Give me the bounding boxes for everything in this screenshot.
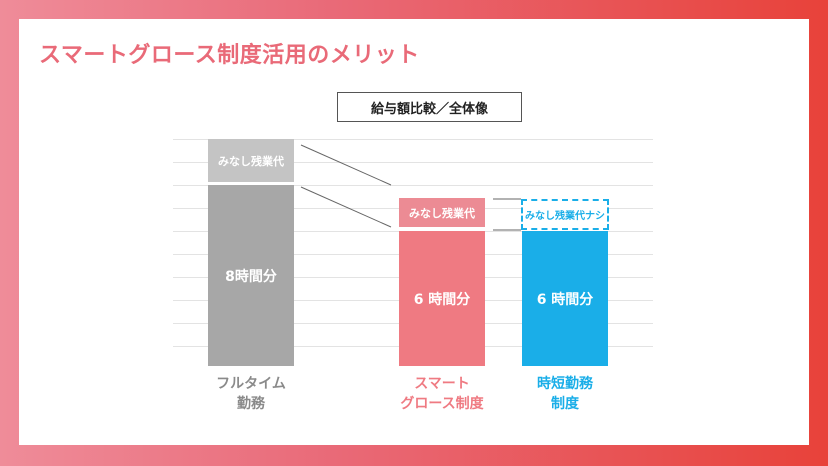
smartgrowth-main-segment: 6 時間分: [399, 231, 485, 366]
smartgrowth-overtime-segment: みなし残業代: [399, 198, 485, 227]
smartgrowth-overtime-label: みなし残業代: [409, 206, 475, 220]
shorttime-no-overtime-label: みなし残業代ナシ: [525, 211, 605, 222]
grid-line: [173, 139, 653, 140]
fulltime-main-segment: 8時間分: [208, 185, 294, 366]
fulltime-overtime-label: みなし残業代: [218, 154, 284, 168]
slide-card: スマートグロース制度活用のメリット 給与額比較／全体像 みなし残業代 8時間分 …: [19, 19, 809, 445]
fulltime-category-line1: フルタイム: [216, 376, 286, 392]
grid-line: [173, 162, 653, 163]
fulltime-main-label: 8時間分: [225, 268, 277, 285]
fulltime-category-label: フルタイム 勤務: [191, 374, 311, 414]
smartgrowth-category-line1: スマート: [414, 376, 470, 392]
shorttime-category-line1: 時短勤務: [537, 376, 593, 392]
fulltime-category-line2: 勤務: [237, 396, 265, 412]
shorttime-main-label: 6 時間分: [536, 291, 594, 308]
connector-lines: [300, 144, 521, 231]
subtitle-box: 給与額比較／全体像: [337, 92, 522, 122]
slide-title: スマートグロース制度活用のメリット: [39, 43, 420, 68]
shorttime-category-line2: 制度: [551, 396, 579, 412]
grid-line: [173, 185, 653, 186]
smartgrowth-main-label: 6 時間分: [413, 291, 471, 308]
fulltime-overtime-segment: みなし残業代: [208, 139, 294, 182]
shorttime-main-segment: 6 時間分: [522, 231, 608, 366]
smartgrowth-category-label: スマート グロース制度: [372, 374, 512, 414]
smartgrowth-category-line2: グロース制度: [400, 396, 484, 412]
shorttime-category-label: 時短勤務 制度: [505, 374, 625, 414]
shorttime-no-overtime-box: みなし残業代ナシ: [521, 199, 609, 230]
